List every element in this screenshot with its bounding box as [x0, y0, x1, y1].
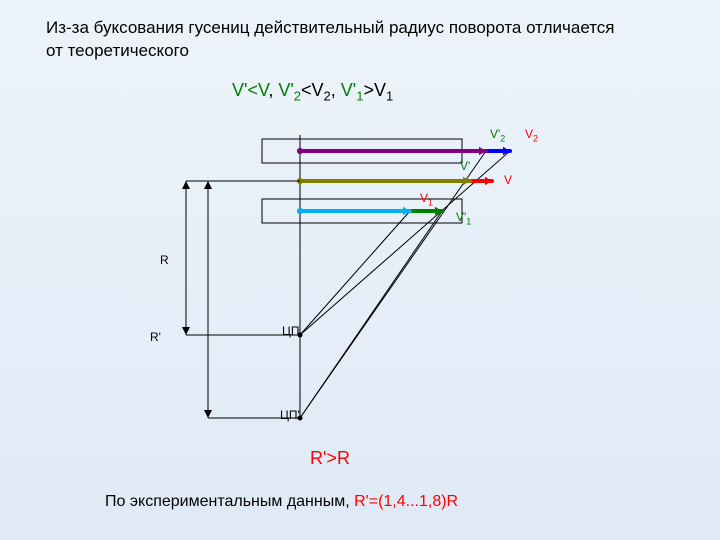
vector-label: ЦП: [282, 324, 300, 338]
vector-label: R': [150, 330, 161, 344]
vector-label: V1: [420, 191, 433, 207]
vector-label: V'2: [490, 127, 505, 143]
vector-label: V2: [525, 127, 538, 143]
title-line-1: Из-за буксования гусениц действительный …: [46, 18, 615, 38]
vector-label: V'1: [456, 210, 471, 226]
formula: V'<V, V'2<V2, V'1>V1: [232, 80, 393, 104]
result-text: R'>R: [310, 448, 350, 469]
vector-label: V: [504, 173, 512, 187]
slide-canvas: Из-за буксования гусениц действительный …: [0, 0, 720, 540]
vector-label: V': [460, 159, 470, 173]
footer-text: По экспериментальным данным, R'=(1,4...1…: [105, 493, 458, 511]
vector-label: ЦП': [280, 408, 300, 422]
title-line-2: от теоретического: [46, 41, 189, 61]
vector-label: R: [160, 253, 169, 267]
